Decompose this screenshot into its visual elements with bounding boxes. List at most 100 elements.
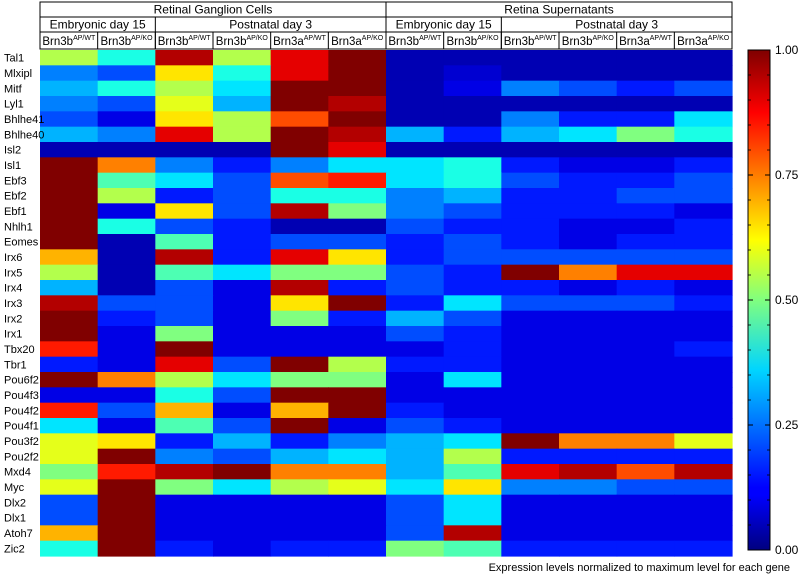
heatmap-cell: [40, 50, 99, 66]
heatmap-cell: [559, 433, 618, 450]
heatmap-cell: [155, 341, 214, 358]
column-label: Brn3bAP/WT: [42, 35, 96, 48]
heatmap-cell: [270, 80, 329, 97]
heatmap-cell: [97, 310, 156, 327]
heatmap-cell: [616, 295, 675, 312]
row-label: Myc: [4, 482, 25, 494]
heatmap-cell: [40, 280, 99, 296]
row-label: Dlx2: [4, 497, 26, 509]
heatmap-cell: [386, 65, 445, 82]
heatmap-cell: [40, 295, 99, 312]
heatmap-cell: [40, 157, 99, 174]
row-label: Pou4f2: [4, 405, 39, 417]
heatmap-cell: [674, 203, 733, 220]
row-label: Lyl1: [4, 99, 24, 111]
heatmap-cell: [40, 111, 99, 128]
heatmap-cell: [270, 111, 329, 128]
heatmap-cell: [443, 295, 502, 312]
heatmap-cell: [213, 218, 272, 235]
heatmap-cell: [97, 142, 156, 158]
heatmap-cell: [443, 188, 502, 204]
heatmap-cell: [97, 479, 156, 496]
heatmap-cell: [155, 234, 214, 250]
heatmap-cell: [674, 402, 733, 419]
heatmap-cell: [328, 479, 387, 496]
heatmap-cell: [443, 264, 502, 281]
heatmap-cell: [155, 372, 214, 388]
heatmap-cell: [559, 142, 618, 158]
heatmap-cell: [328, 234, 387, 250]
heatmap-cell: [40, 234, 99, 250]
heatmap-cell: [559, 188, 618, 204]
heatmap-cell: [616, 387, 675, 404]
heatmap-cell: [616, 326, 675, 342]
heatmap-cell: [616, 341, 675, 358]
heatmap-cell: [270, 356, 329, 373]
heatmap-cell: [40, 142, 99, 158]
heatmap-cell: [213, 157, 272, 174]
heatmap-cell: [559, 126, 618, 143]
heatmap-cell: [616, 234, 675, 250]
heatmap-cell: [97, 525, 156, 542]
heatmap-cell: [270, 280, 329, 296]
heatmap-cell: [501, 96, 560, 112]
column-label: Brn3bAP/KO: [216, 35, 269, 48]
row-label: Pou3f2: [4, 436, 39, 448]
heatmap-cell: [270, 295, 329, 312]
heatmap-cell: [616, 540, 675, 557]
heatmap-cell: [443, 142, 502, 158]
heatmap-cell: [97, 433, 156, 450]
heatmap-cell: [501, 525, 560, 542]
heatmap-cell: [155, 96, 214, 112]
heatmap-cell: [386, 418, 445, 434]
heatmap-cell: [328, 172, 387, 189]
heatmap-cell: [40, 249, 99, 266]
heatmap-cell: [616, 142, 675, 158]
heatmap-cell: [213, 126, 272, 143]
heatmap-cell: [616, 479, 675, 496]
heatmap-cell: [443, 448, 502, 465]
heatmap-cell: [97, 188, 156, 204]
heatmap-cell: [386, 372, 445, 388]
heatmap-cell: [328, 157, 387, 174]
heatmap-cell: [328, 218, 387, 235]
heatmap-cell: [501, 218, 560, 235]
heatmap-cell: [155, 402, 214, 419]
heatmap-cell: [674, 249, 733, 266]
heatmap-cell: [386, 264, 445, 281]
heatmap-cell: [155, 356, 214, 373]
heatmap-cell: [674, 448, 733, 465]
heatmap-cell: [559, 510, 618, 526]
heatmap-cell: [155, 418, 214, 434]
heatmap-cell: [443, 372, 502, 388]
heatmap-cell: [501, 402, 560, 419]
heatmap-cell: [674, 494, 733, 511]
heatmap-cell: [501, 264, 560, 281]
heatmap-cell: [40, 448, 99, 465]
heatmap-cell: [40, 264, 99, 281]
heatmap-cell: [40, 418, 99, 434]
heatmap-cell: [270, 65, 329, 82]
heatmap-cell: [501, 310, 560, 327]
heatmap-cell: [674, 50, 733, 66]
heatmap-cell: [155, 280, 214, 296]
heatmap-cell: [328, 126, 387, 143]
heatmap-cell: [501, 372, 560, 388]
heatmap-cell: [559, 249, 618, 266]
heatmap-cell: [386, 479, 445, 496]
heatmap-cell: [97, 295, 156, 312]
heatmap-cell: [674, 80, 733, 97]
heatmap-cell: [155, 433, 214, 450]
heatmap-cell: [616, 50, 675, 66]
row-label: Pou4f3: [4, 390, 39, 402]
heatmap-cell: [501, 50, 560, 66]
heatmap-cell: [213, 65, 272, 82]
heatmap-cell: [559, 65, 618, 82]
heatmap-cell: [40, 540, 99, 557]
row-label: Ebf2: [4, 191, 27, 203]
colorbar: 1.00 0.75 0.50 0.25 0.00: [747, 43, 799, 557]
heatmap-cell: [270, 264, 329, 281]
heatmap-cell: [213, 96, 272, 112]
heatmap-cell: [270, 479, 329, 496]
